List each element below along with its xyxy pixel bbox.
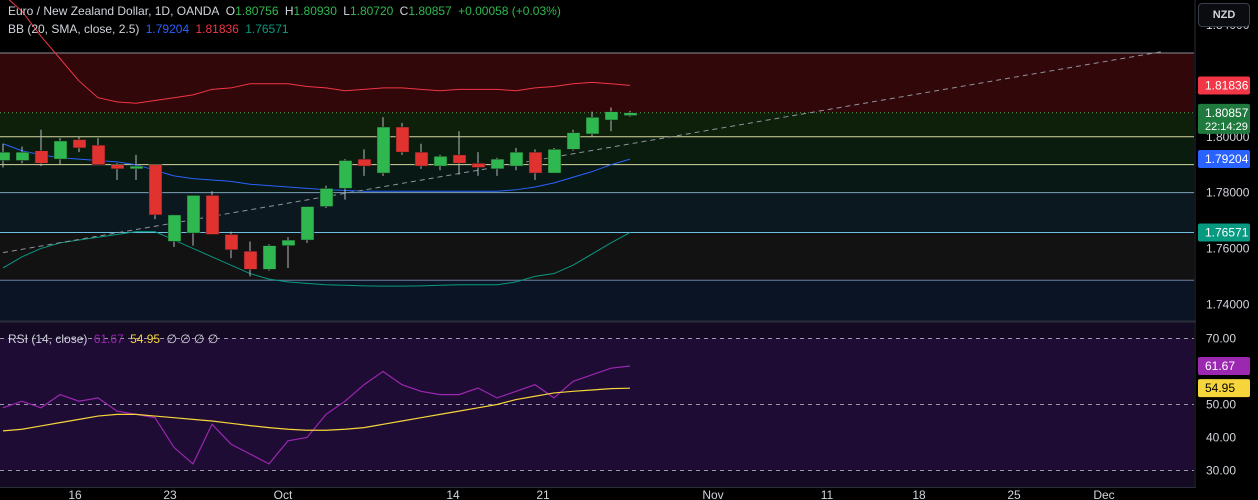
candle-body: [15, 151, 30, 161]
candle-body: [53, 140, 68, 160]
price-tag: [1198, 149, 1250, 168]
bb-basis-line: [2, 143, 631, 192]
candle-body: [471, 163, 486, 168]
price-zone: [0, 164, 1194, 193]
candle-body: [319, 188, 334, 207]
candle-body: [34, 150, 49, 164]
bb-legend: BB (20, SMA, close, 2.5) 1.79204 1.81836…: [8, 22, 292, 36]
candle-body: [262, 245, 277, 270]
bb-lower-value: 1.76571: [245, 22, 289, 36]
candle-body: [110, 164, 125, 170]
candle-body: [528, 151, 543, 174]
high-value: 1.80930: [293, 4, 337, 18]
candle-body: [414, 151, 429, 167]
rsi-tick-label: 40.00: [1206, 431, 1236, 445]
price-tick-label: 1.74000: [1206, 297, 1250, 311]
candle-body: [129, 165, 144, 170]
candle-body: [186, 195, 201, 234]
bb-upper-line: [8, 0, 631, 104]
candle-body: [91, 144, 106, 165]
candle-body: [167, 214, 182, 242]
time-tick-label: 16: [68, 488, 82, 500]
candle-body: [72, 139, 87, 149]
high-label: H: [284, 4, 294, 18]
price-zone: [0, 136, 1194, 165]
countdown-label: 22:14:29: [1205, 121, 1248, 133]
trend-line: [2, 51, 1163, 254]
price-legend: Euro / New Zealand Dollar, 1D, OANDA O1.…: [8, 4, 564, 18]
time-tick-label: Nov: [702, 488, 723, 500]
low-value: 1.80720: [349, 4, 394, 18]
rsi-line: [2, 365, 631, 465]
candle-body: [338, 160, 353, 189]
rsi-ma-value: 54.95: [130, 332, 161, 346]
candle-body: [300, 206, 315, 241]
candle-body: [395, 126, 410, 153]
last-price-label: 1.80857: [1205, 106, 1249, 120]
time-tick-label: Dec: [1093, 488, 1114, 500]
price-tag: [1198, 76, 1250, 95]
last-price-tag: [1198, 103, 1250, 134]
candle-body: [357, 158, 372, 167]
rsi-value-tag: [1198, 356, 1250, 375]
candle-body: [490, 158, 505, 170]
candle-body: [205, 195, 220, 235]
rsi-tick-label: 50.00: [1206, 398, 1236, 412]
price-tag-label: 1.81836: [1205, 79, 1249, 93]
rsi-value-tag-label: 54.95: [1205, 381, 1235, 395]
low-label: L: [343, 4, 350, 18]
symbol-title: Euro / New Zealand Dollar, 1D, OANDA: [8, 4, 220, 18]
open-label: O: [225, 4, 236, 18]
rsi-tick-label: 70.00: [1206, 332, 1236, 346]
candle-body: [585, 116, 600, 135]
time-tick-label: 14: [446, 488, 460, 500]
time-tick-label: 21: [536, 488, 550, 500]
rsi-label: RSI (14, close): [8, 332, 88, 346]
time-tick-label: 25: [1007, 488, 1021, 500]
candle-body: [604, 111, 619, 121]
bb-upper-value: 1.81836: [195, 22, 239, 36]
close-value: 1.80857: [408, 4, 452, 18]
rsi-ma-line: [2, 387, 631, 432]
price-tag-label: 1.79204: [1205, 152, 1249, 166]
change-value: +0.00058 (+0.03%): [458, 4, 561, 18]
price-zone: [0, 232, 1194, 281]
candle-body: [148, 164, 163, 216]
candle-body: [281, 239, 296, 246]
candle-body: [224, 234, 239, 251]
price-zone: [0, 280, 1194, 321]
open-value: 1.80756: [235, 4, 279, 18]
bb-label: BB (20, SMA, close, 2.5): [8, 22, 140, 36]
currency-button[interactable]: NZD: [1198, 3, 1250, 27]
time-tick-label: Oct: [274, 488, 293, 500]
price-tag: [1198, 223, 1250, 242]
price-tick-label: 1.76000: [1206, 241, 1250, 255]
candle-body: [547, 149, 562, 174]
rsi-legend: RSI (14, close) 61.67 54.95 ∅ ∅ ∅ ∅: [8, 332, 221, 346]
rsi-value: 61.67: [93, 332, 124, 346]
candle-body: [433, 156, 448, 167]
candle-body: [243, 250, 258, 270]
candle-body: [623, 112, 638, 116]
candle-body: [452, 154, 467, 164]
time-tick-label: 11: [821, 488, 834, 500]
candle-body: [376, 126, 391, 174]
rsi-value-tag: [1198, 379, 1250, 398]
candle-body: [566, 132, 581, 150]
price-tag-label: 1.76571: [1205, 225, 1249, 239]
bb-lower-line: [2, 231, 631, 287]
rsi-tick-label: 30.00: [1206, 464, 1236, 478]
rsi-value-tag-label: 61.67: [1205, 359, 1235, 373]
candle-body: [509, 151, 524, 167]
time-tick-label: 23: [163, 488, 177, 500]
candle-body: [0, 151, 11, 161]
time-tick-label: 18: [912, 488, 926, 500]
bb-basis-value: 1.79204: [145, 22, 190, 36]
rsi-na-values: ∅ ∅ ∅ ∅: [166, 332, 219, 346]
close-label: C: [399, 4, 409, 18]
price-tick-label: 1.78000: [1206, 186, 1250, 200]
